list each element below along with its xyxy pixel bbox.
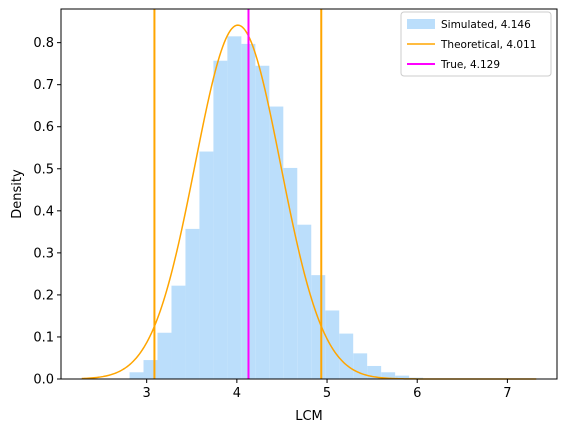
histogram-bar-14 bbox=[325, 310, 340, 379]
histogram-bar-6 bbox=[213, 60, 228, 379]
x-axis-label: LCM bbox=[295, 409, 323, 424]
y-tick-label-7: 0.7 bbox=[33, 78, 54, 93]
vertical-lines-layer bbox=[153, 9, 323, 379]
histogram-bar-5 bbox=[199, 151, 214, 379]
histogram-bar-12 bbox=[297, 224, 312, 379]
x-tick-label-4: 7 bbox=[503, 386, 511, 401]
legend-label-true: True, 4.129 bbox=[440, 59, 500, 71]
y-axis-label: Density bbox=[10, 169, 25, 219]
y-axis-ticks: 0.0 0.1 0.2 0.3 0.4 0.5 0.6 0.7 0.8 bbox=[33, 36, 61, 388]
y-tick-label-8: 0.8 bbox=[33, 36, 54, 51]
x-tick-label-0: 3 bbox=[143, 386, 151, 401]
legend-label-theoretical: Theoretical, 4.011 bbox=[440, 39, 536, 51]
histogram-bar-19 bbox=[395, 375, 410, 379]
x-tick-label-3: 6 bbox=[413, 386, 421, 401]
legend-swatch-simulated bbox=[407, 19, 435, 29]
histogram-bar-2 bbox=[157, 332, 172, 379]
y-tick-label-3: 0.3 bbox=[33, 246, 54, 261]
histogram-bars bbox=[129, 36, 438, 380]
histogram-bar-16 bbox=[353, 353, 368, 379]
y-tick-label-1: 0.1 bbox=[33, 330, 54, 345]
histogram-bar-9 bbox=[255, 65, 270, 380]
plot-frame bbox=[60, 8, 558, 380]
y-tick-label-0: 0.0 bbox=[33, 373, 54, 388]
y-tick-label-5: 0.5 bbox=[33, 162, 54, 177]
x-tick-label-2: 5 bbox=[323, 386, 331, 401]
histogram-bar-7 bbox=[227, 36, 242, 380]
legend-box bbox=[400, 11, 552, 77]
legend: Simulated, 4.146 Theoretical, 4.011 True… bbox=[400, 11, 552, 77]
histogram-bar-13 bbox=[311, 275, 326, 379]
y-tick-label-2: 0.2 bbox=[33, 288, 54, 303]
histogram-bar-18 bbox=[381, 372, 396, 379]
histogram-bar-11 bbox=[283, 167, 298, 379]
x-axis-ticks: 3 4 5 6 7 bbox=[143, 379, 512, 401]
histogram-bar-0 bbox=[129, 372, 144, 379]
histogram-bar-15 bbox=[339, 333, 354, 379]
legend-label-simulated: Simulated, 4.146 bbox=[441, 19, 531, 31]
histogram-bar-4 bbox=[185, 228, 200, 379]
histogram-bar-10 bbox=[269, 106, 284, 379]
x-tick-label-1: 4 bbox=[233, 386, 241, 401]
y-tick-label-4: 0.4 bbox=[33, 204, 54, 219]
y-tick-label-6: 0.6 bbox=[33, 120, 54, 135]
histogram-bar-3 bbox=[171, 285, 186, 379]
